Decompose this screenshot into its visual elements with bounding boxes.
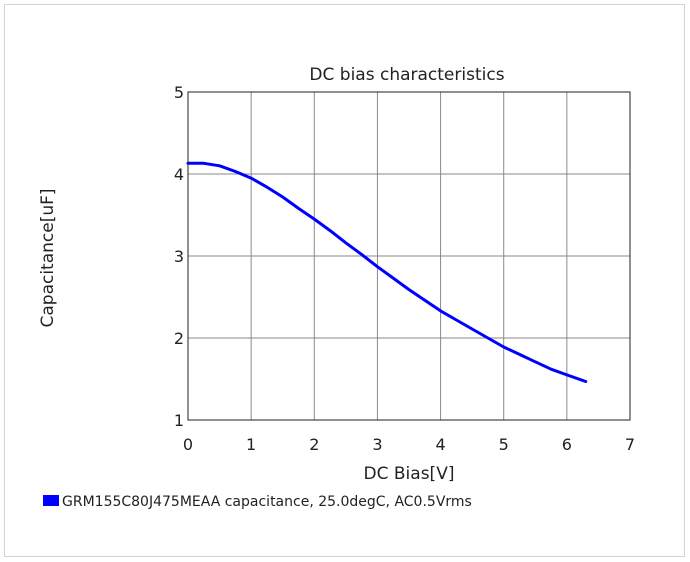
x-tick-label: 2: [309, 435, 319, 454]
x-tick-label: 3: [372, 435, 382, 454]
x-tick-label: 5: [499, 435, 509, 454]
series-layer: [186, 161, 588, 383]
y-tick-label: 2: [174, 329, 184, 348]
y-tick-label: 5: [174, 83, 184, 102]
x-tick-label: 6: [562, 435, 572, 454]
grid: [188, 92, 630, 420]
chart-title: DC bias characteristics: [309, 65, 504, 85]
series-line: [186, 161, 588, 383]
y-tick-label: 3: [174, 247, 184, 266]
legend: GRM155C80J475MEAA capacitance, 25.0degC,…: [43, 494, 472, 510]
y-axis-title: Capacitance[uF]: [38, 188, 58, 327]
y-tick-label: 4: [174, 165, 184, 184]
chart-frame: DC bias characteristics 0 1 2 3 4 5 6 7 1 2 3 4 5 D…: [4, 4, 685, 557]
legend-swatch: [43, 495, 59, 506]
x-tick-label: 0: [183, 435, 193, 454]
plot-area-border: [187, 91, 631, 421]
y-tick-label: 1: [174, 411, 184, 430]
x-tick-labels: 0 1 2 3 4 5 6 7: [183, 435, 635, 454]
y-tick-labels: 1 2 3 4 5: [174, 83, 184, 430]
legend-label: GRM155C80J475MEAA capacitance, 25.0degC,…: [62, 494, 472, 510]
x-axis-title: DC Bias[V]: [364, 464, 455, 484]
x-tick-label: 7: [625, 435, 635, 454]
x-tick-label: 1: [246, 435, 256, 454]
chart-svg: DC bias characteristics 0 1 2 3 4 5 6 7 1 2 3 4 5 D…: [38, 65, 635, 510]
x-tick-label: 4: [435, 435, 445, 454]
